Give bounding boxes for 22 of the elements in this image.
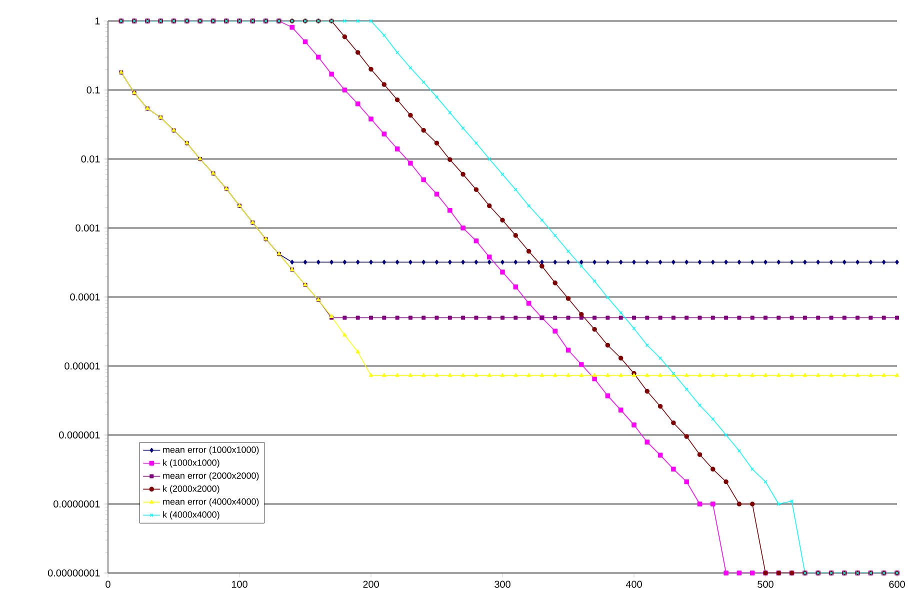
y-tick-label: 0.00000001 [48, 569, 100, 577]
x-tick-label: 100 [232, 580, 248, 588]
legend-label: mean error (4000x4000) [163, 498, 259, 507]
y-tick-label: 0.000001 [59, 431, 100, 439]
y-tick-label: 0.0000001 [54, 500, 100, 508]
legend-label: k (1000x1000) [163, 459, 220, 468]
y-tick-label: 0.0001 [70, 293, 100, 301]
x-tick-label: 600 [889, 580, 905, 588]
y-tick-label: 0.001 [76, 224, 100, 232]
legend-label: k (4000x4000) [163, 511, 220, 520]
y-tick-label: 0.01 [81, 155, 100, 163]
x-tick-label: 0 [106, 580, 110, 588]
x-tick-label: 500 [758, 580, 774, 588]
y-tick-label: 0.00001 [64, 362, 100, 370]
y-tick-label: 1 [95, 18, 100, 24]
x-tick-label: 300 [494, 580, 510, 588]
x-tick-label: 200 [363, 580, 379, 588]
legend-label: mean error (1000x1000) [163, 446, 259, 455]
legend-label: k (2000x2000) [163, 485, 220, 494]
x-tick-label: 400 [626, 580, 642, 588]
y-tick-label: 0.1 [86, 86, 100, 94]
legend-label: mean error (2000x2000) [163, 472, 259, 481]
